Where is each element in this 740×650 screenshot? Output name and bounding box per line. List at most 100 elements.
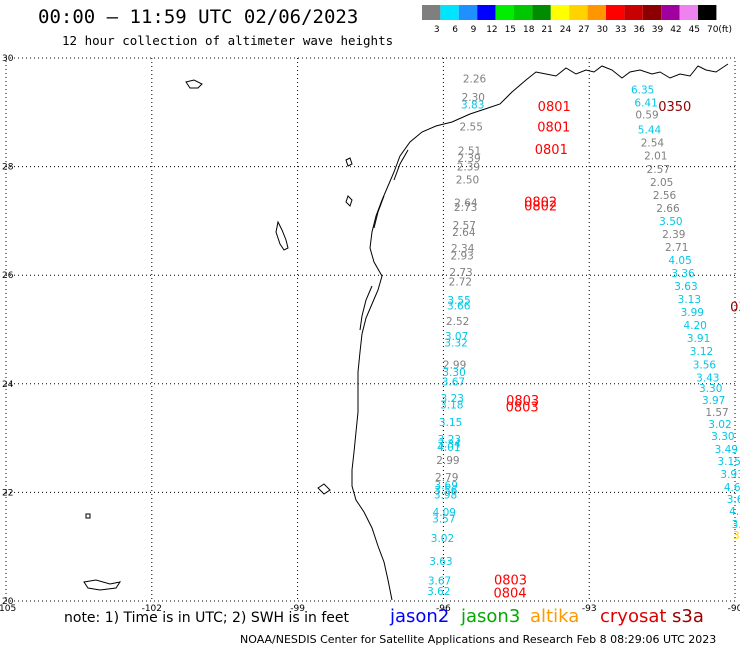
wave-height-label: 3.50 — [659, 216, 682, 228]
wave-height-label: 2.05 — [650, 177, 673, 189]
wave-height-label: 1.57 — [705, 407, 728, 419]
lat-label: 30 — [2, 54, 14, 64]
legend-tick-label: 21 — [541, 25, 552, 35]
wave-height-label: 2.55 — [460, 121, 483, 133]
lat-label: 26 — [2, 271, 14, 281]
pass-time-label: 0801 — [535, 143, 568, 158]
legend-tick-label: 12 — [486, 25, 497, 35]
legend-tick-label: 36 — [633, 25, 645, 35]
wave-height-label: 3.15 — [439, 417, 462, 429]
legend-swatch-70 — [698, 5, 717, 20]
wave-height-label: 3.63 — [429, 556, 452, 568]
wave-height-label: 3.93 — [720, 469, 740, 481]
wave-height-label: 2.57 — [647, 164, 670, 176]
legend-tick-label: 27 — [578, 25, 589, 35]
wave-height-label: 2.52 — [446, 316, 469, 328]
pass-time-label: 0801 — [537, 120, 570, 135]
wave-height-label: 2.39 — [457, 153, 480, 165]
inland-lake-3 — [345, 157, 353, 167]
wave-height-label: 2.54 — [641, 138, 665, 150]
wave-height-label: 3.02 — [431, 533, 454, 545]
satellite-cryosat: cryosat — [600, 606, 667, 627]
lon-label: -99 — [290, 604, 305, 614]
legend-tick-label: 70 — [707, 25, 719, 35]
lat-label: 20 — [2, 597, 14, 607]
legend-tick-label: 39 — [652, 25, 664, 35]
coast-island-2 — [85, 513, 91, 519]
lon-label: -102 — [142, 604, 162, 614]
wave-height-label: 4.05 — [668, 255, 691, 267]
pass-time-labels: 0801080108010802080208030803080308040350… — [493, 100, 740, 602]
altimeter-track-west: 2.262.303.832.552.512.392.392.502.642.73… — [427, 74, 486, 599]
wave-height-label: 3.43 — [696, 372, 719, 384]
wave-height-label: 3.83 — [461, 100, 484, 112]
wave-height-label: 3.36 — [671, 268, 695, 280]
lon-label: -105 — [0, 604, 16, 614]
lon-label: -93 — [582, 604, 597, 614]
pass-time-label: 0801 — [538, 100, 571, 115]
pass-time-label: 0350 — [658, 100, 691, 115]
wave-height-label: 4.09 — [433, 507, 456, 519]
wave-height-label: 3.23 — [438, 434, 461, 446]
wave-height-label: 3.99 — [681, 307, 704, 319]
wave-height-label: 3.57 — [432, 513, 455, 525]
legend-swatch-18 — [514, 5, 533, 20]
page-title: 00:00 – 11:59 UTC 02/06/2023 — [38, 6, 359, 28]
wave-height-label: 6.35 — [631, 84, 654, 96]
legend-swatch-9 — [458, 5, 478, 20]
wave-height-label: 3.66 — [447, 301, 471, 313]
wave-height-label: 6.41 — [634, 98, 657, 110]
wave-height-label: 2.51 — [458, 145, 481, 157]
wave-height-label: 3.30 — [699, 383, 722, 395]
legend-tick-label: 6 — [452, 25, 458, 35]
wave-height-label: 3.67 — [442, 377, 465, 389]
wave-height-label: 2.56 — [653, 190, 677, 202]
lat-label: 28 — [2, 163, 14, 173]
color-legend: 3 6 9 12 15 18 21 24 27 30 33 36 39 42 45 70 (ft) — [422, 5, 732, 35]
wave-height-label: 2.73 — [454, 202, 477, 214]
wave-height-label: 2.30 — [462, 92, 485, 104]
legend-swatch-24 — [550, 5, 570, 20]
wave-height-label: 2.34 — [451, 243, 475, 255]
wave-height-label: 3.12 — [690, 346, 713, 358]
wave-height-label: 3.98 — [434, 490, 457, 502]
wave-height-label: 4.20 — [683, 320, 706, 332]
legend-unit: (ft) — [718, 25, 732, 35]
legend-swatch-6 — [440, 5, 459, 20]
wave-height-label: 3.63 — [674, 281, 697, 293]
legend-swatch-33 — [606, 5, 625, 20]
wave-height-label: 3.34 — [437, 439, 461, 451]
pass-time-label: 0803 — [506, 401, 539, 416]
footer-credit: NOAA/NESDIS Center for Satellite Applica… — [240, 633, 717, 646]
pass-time-label: 0802 — [524, 200, 557, 215]
barrier-islands — [359, 149, 409, 331]
wave-height-label: 2.72 — [449, 277, 472, 289]
wave-height-label: 2.99 — [436, 455, 459, 467]
pass-time-label: 0803 — [506, 394, 539, 409]
wave-height-label: 2.99 — [443, 359, 466, 371]
wave-height-label: 3.62 — [427, 586, 450, 598]
legend-tick-label: 9 — [471, 25, 477, 35]
wave-height-label: 2.71 — [665, 242, 688, 254]
legend-swatch-15 — [495, 5, 514, 20]
wave-height-label: 2.66 — [656, 203, 680, 215]
legend-swatch-3 — [422, 5, 441, 20]
wave-height-label: 3.56 — [693, 359, 717, 371]
legend-tick-label: 45 — [689, 25, 700, 35]
inland-lake-2 — [275, 220, 289, 251]
wave-height-label: 3.56 — [434, 485, 458, 497]
wave-height-label: 3.55 — [447, 295, 470, 307]
wave-height-label: 2.50 — [456, 175, 479, 187]
wave-height-label: 2.64 — [454, 197, 478, 209]
wave-height-label: 2.39 — [457, 162, 480, 174]
legend-tick-label: 18 — [523, 25, 535, 35]
wave-height-label: 3.30 — [442, 367, 465, 379]
legend-swatch-42 — [661, 5, 680, 20]
inland-lake-1 — [185, 79, 203, 89]
wave-height-label: 2.39 — [662, 229, 685, 241]
lat-label: 22 — [2, 488, 13, 498]
legend-tick-label: 33 — [615, 25, 626, 35]
coastline — [83, 63, 729, 601]
wave-height-label: 3.32 — [444, 338, 467, 350]
